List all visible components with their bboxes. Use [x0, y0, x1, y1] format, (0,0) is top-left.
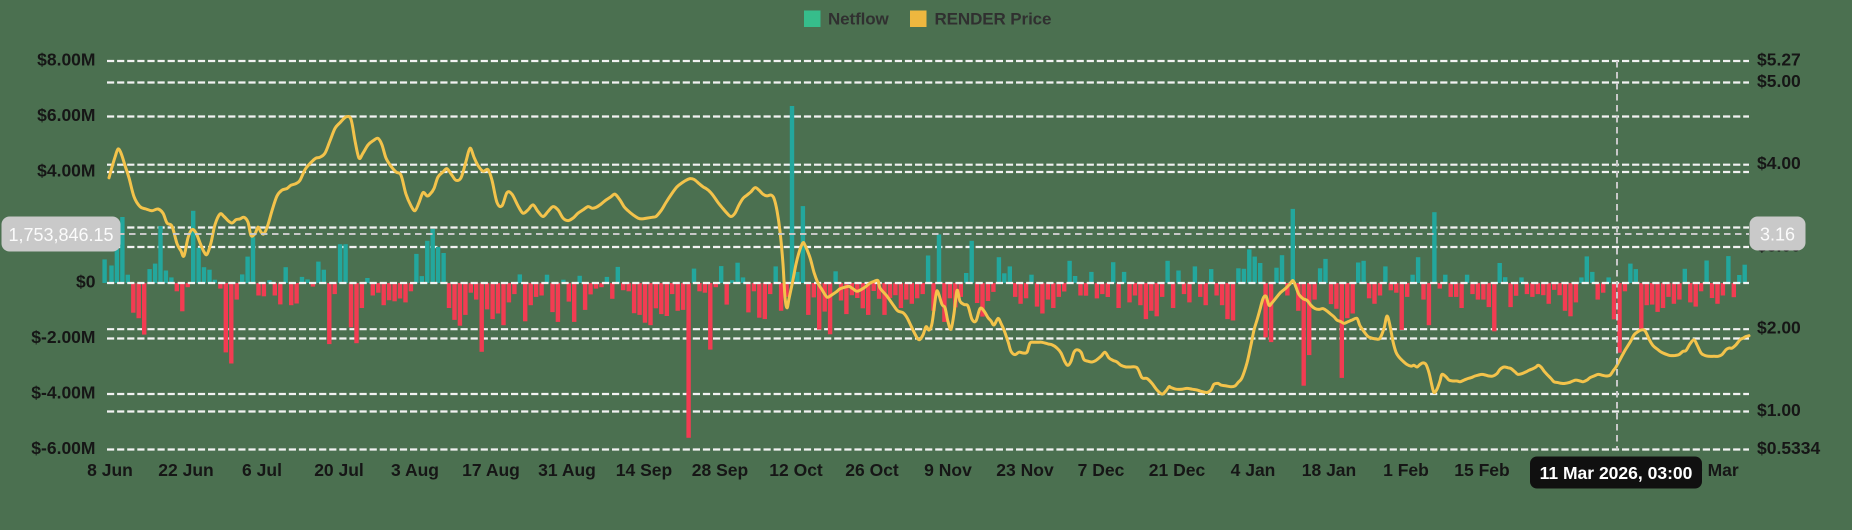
- svg-text:RENDER Price: RENDER Price: [935, 10, 1052, 29]
- svg-text:23 Nov: 23 Nov: [996, 460, 1054, 480]
- svg-text:$6.00M: $6.00M: [37, 105, 95, 125]
- svg-text:20 Jul: 20 Jul: [314, 460, 364, 480]
- svg-text:$-4.00M: $-4.00M: [31, 382, 95, 402]
- svg-text:4 Jan: 4 Jan: [1231, 460, 1276, 480]
- svg-text:$5.00: $5.00: [1757, 71, 1801, 91]
- svg-text:26 Oct: 26 Oct: [845, 460, 899, 480]
- svg-text:9 Nov: 9 Nov: [924, 460, 972, 480]
- svg-text:8 Jun: 8 Jun: [87, 460, 133, 480]
- svg-text:6 Jul: 6 Jul: [242, 460, 282, 480]
- svg-text:12 Oct: 12 Oct: [769, 460, 823, 480]
- svg-text:$2.00: $2.00: [1757, 318, 1801, 338]
- svg-text:21 Dec: 21 Dec: [1149, 460, 1206, 480]
- svg-text:$-2.00M: $-2.00M: [31, 327, 95, 347]
- svg-text:31 Aug: 31 Aug: [538, 460, 596, 480]
- svg-text:3 Aug: 3 Aug: [391, 460, 439, 480]
- svg-text:11 Mar 2026, 03:00: 11 Mar 2026, 03:00: [1540, 463, 1693, 483]
- svg-text:28 Sep: 28 Sep: [692, 460, 748, 480]
- svg-text:18 Jan: 18 Jan: [1302, 460, 1356, 480]
- svg-text:3.16: 3.16: [1760, 225, 1795, 245]
- svg-text:$5.27: $5.27: [1757, 49, 1801, 69]
- svg-text:$4.00: $4.00: [1757, 153, 1801, 173]
- svg-text:14 Sep: 14 Sep: [616, 460, 672, 480]
- svg-text:7 Dec: 7 Dec: [1078, 460, 1125, 480]
- svg-text:15 Feb: 15 Feb: [1454, 460, 1509, 480]
- svg-text:17 Aug: 17 Aug: [462, 460, 520, 480]
- svg-text:22 Jun: 22 Jun: [158, 460, 213, 480]
- svg-text:$4.00M: $4.00M: [37, 160, 95, 180]
- svg-text:1,753,846.15: 1,753,846.15: [8, 225, 113, 245]
- svg-text:$1.00: $1.00: [1757, 400, 1801, 420]
- svg-text:Netflow: Netflow: [828, 10, 890, 29]
- svg-text:$0: $0: [76, 271, 96, 291]
- svg-text:1 Feb: 1 Feb: [1383, 460, 1429, 480]
- svg-text:$-6.00M: $-6.00M: [31, 438, 95, 458]
- svg-text:$8.00M: $8.00M: [37, 49, 95, 69]
- svg-text:$0.5334: $0.5334: [1757, 438, 1821, 458]
